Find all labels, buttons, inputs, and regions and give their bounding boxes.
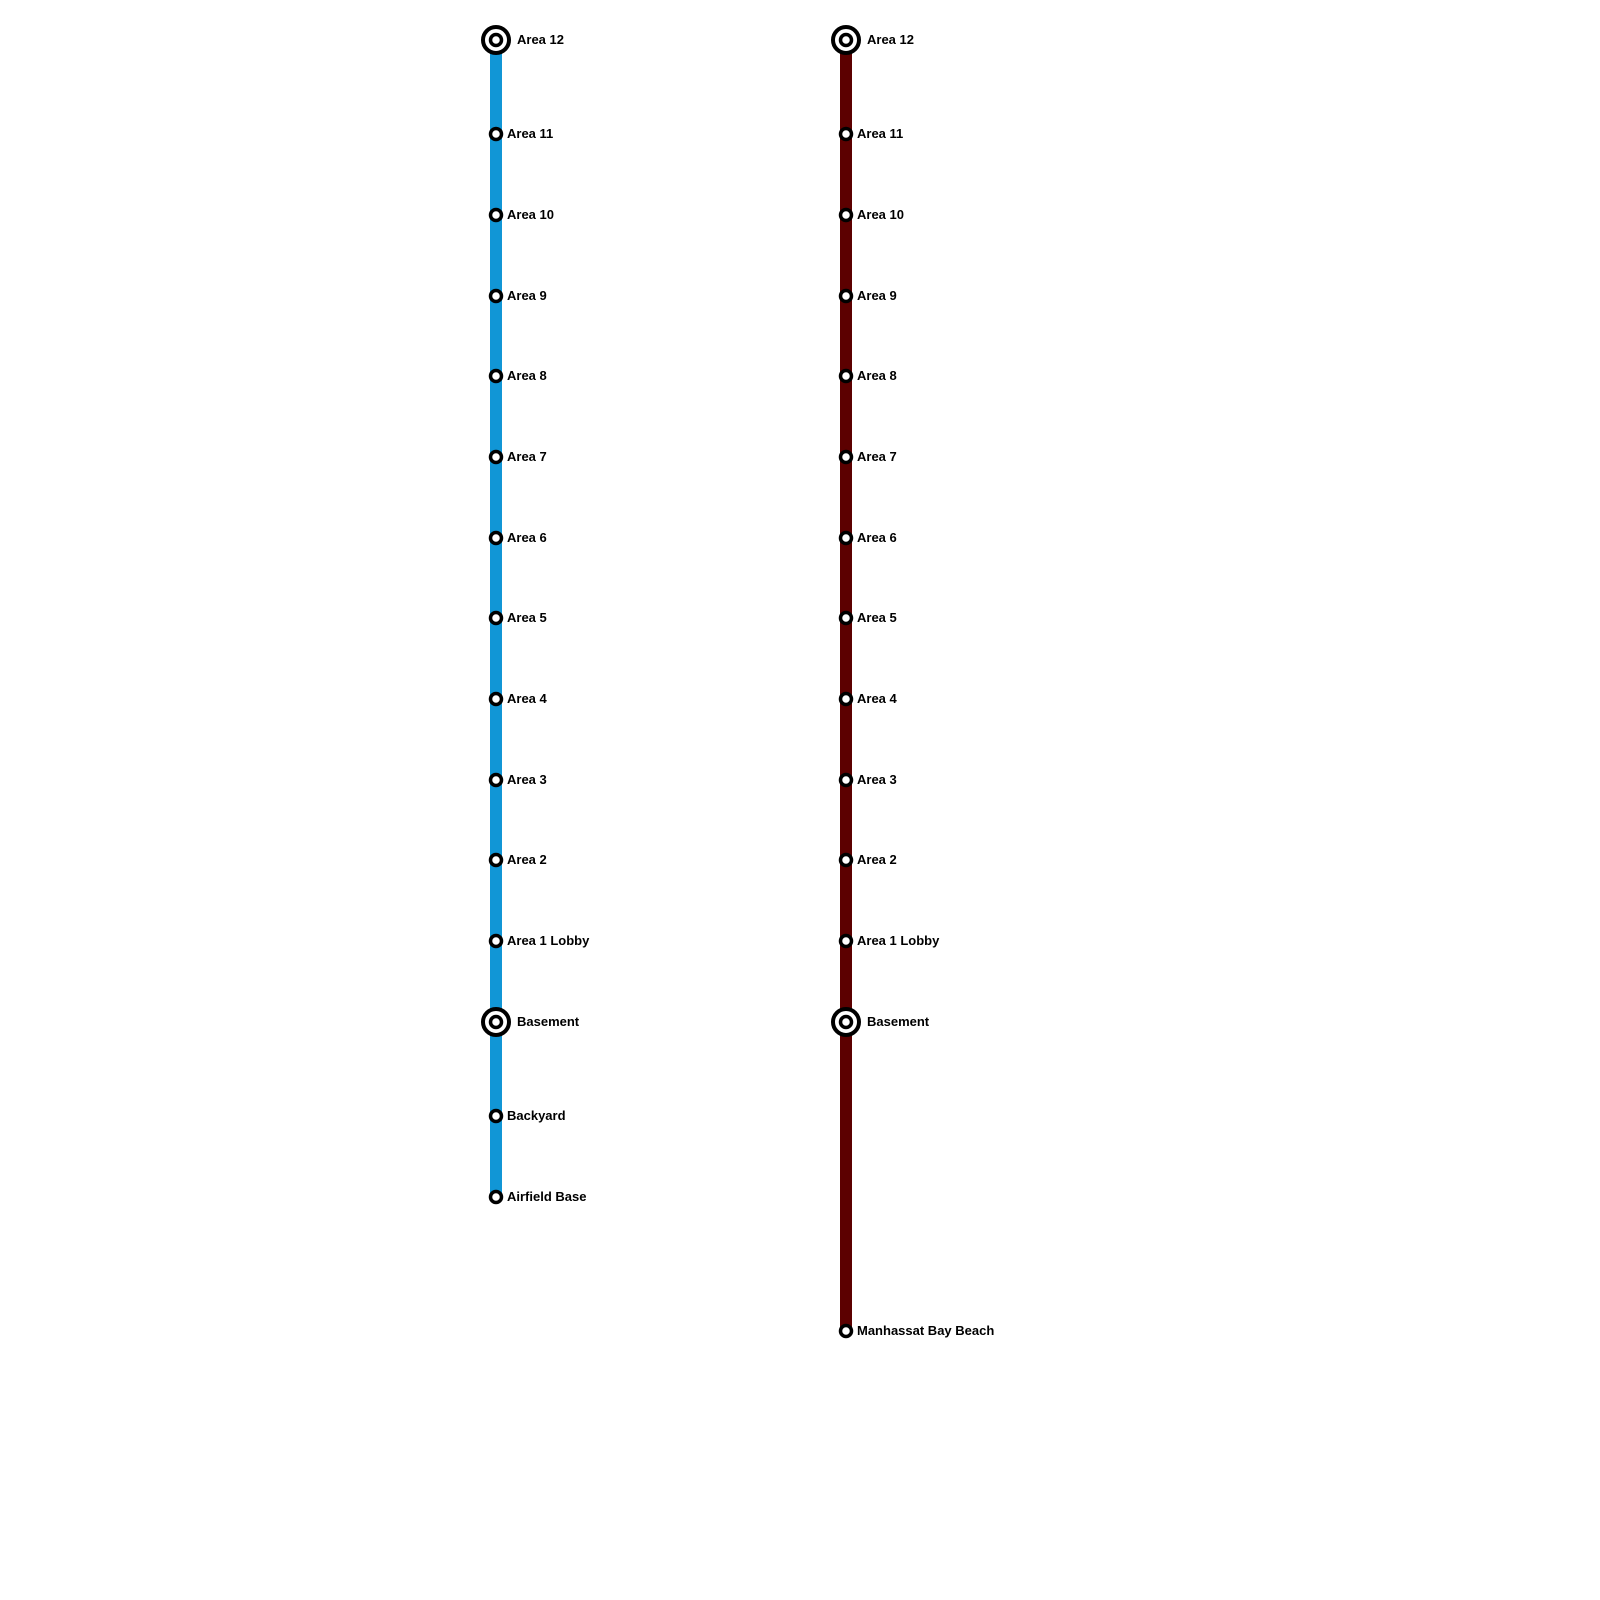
station-marker xyxy=(838,852,854,868)
station[interactable]: Area 4 xyxy=(838,691,898,707)
station-label: Area 5 xyxy=(507,610,547,625)
station-label: Basement xyxy=(517,1014,580,1029)
station-label: Area 11 xyxy=(507,126,553,141)
station-label: Area 7 xyxy=(507,449,547,464)
station[interactable]: Area 11 xyxy=(838,126,904,142)
station-label: Area 9 xyxy=(857,288,897,303)
station-marker xyxy=(838,288,854,304)
station-label: Area 4 xyxy=(507,691,548,706)
station-marker xyxy=(488,530,504,546)
station[interactable]: Area 11 xyxy=(488,126,554,142)
station-marker xyxy=(488,610,504,626)
station-label: Area 6 xyxy=(857,530,897,545)
station-marker xyxy=(488,368,504,384)
station-label: Area 4 xyxy=(857,691,898,706)
station-label: Basement xyxy=(867,1014,930,1029)
station-label: Area 10 xyxy=(857,207,904,222)
station-marker xyxy=(488,288,504,304)
station-marker xyxy=(488,207,504,223)
station[interactable]: Area 10 xyxy=(838,207,904,223)
station-marker xyxy=(838,207,854,223)
station-marker xyxy=(488,852,504,868)
station-marker xyxy=(838,449,854,465)
interchange-station[interactable]: Basement xyxy=(481,1007,580,1037)
station[interactable]: Area 2 xyxy=(488,852,547,868)
station[interactable]: Area 1 Lobby xyxy=(838,933,941,949)
station-marker xyxy=(838,691,854,707)
station-label: Area 6 xyxy=(507,530,547,545)
station-label: Area 12 xyxy=(517,32,564,47)
station-label: Area 8 xyxy=(507,368,547,383)
station-marker xyxy=(838,368,854,384)
station-label: Area 5 xyxy=(857,610,897,625)
station-marker xyxy=(838,1323,854,1339)
station-marker xyxy=(838,610,854,626)
interchange-inner-ring xyxy=(488,1014,504,1030)
station-marker xyxy=(488,933,504,949)
station-label: Area 3 xyxy=(857,772,897,787)
interchange-station[interactable]: Area 12 xyxy=(481,25,564,55)
station[interactable]: Area 5 xyxy=(488,610,547,626)
station[interactable]: Area 5 xyxy=(838,610,897,626)
station-marker xyxy=(838,933,854,949)
station[interactable]: Area 3 xyxy=(838,772,897,788)
station-label: Area 8 xyxy=(857,368,897,383)
station[interactable]: Area 7 xyxy=(488,449,547,465)
station[interactable]: Area 8 xyxy=(838,368,897,384)
station[interactable]: Airfield Base xyxy=(488,1189,587,1205)
station[interactable]: Area 10 xyxy=(488,207,554,223)
station-marker xyxy=(488,126,504,142)
interchange-station[interactable]: Area 12 xyxy=(831,25,914,55)
station-label: Area 12 xyxy=(867,32,914,47)
station[interactable]: Area 6 xyxy=(488,530,547,546)
station[interactable]: Area 9 xyxy=(838,288,897,304)
interchange-inner-ring xyxy=(488,32,504,48)
station[interactable]: Area 8 xyxy=(488,368,547,384)
station-marker xyxy=(488,691,504,707)
station[interactable]: Area 1 Lobby xyxy=(488,933,591,949)
interchange-inner-ring xyxy=(838,32,854,48)
station-label: Area 3 xyxy=(507,772,547,787)
station[interactable]: Area 6 xyxy=(838,530,897,546)
station-label: Area 2 xyxy=(857,852,897,867)
station[interactable]: Area 3 xyxy=(488,772,547,788)
station-label: Airfield Base xyxy=(507,1189,586,1204)
station-marker xyxy=(838,530,854,546)
station-label: Area 2 xyxy=(507,852,547,867)
station-label: Area 7 xyxy=(857,449,897,464)
station-label: Backyard xyxy=(507,1108,566,1123)
station-marker xyxy=(488,1189,504,1205)
station[interactable]: Area 4 xyxy=(488,691,548,707)
station-label: Area 10 xyxy=(507,207,554,222)
station[interactable]: Manhassat Bay Beach xyxy=(838,1323,995,1339)
station[interactable]: Area 7 xyxy=(838,449,897,465)
blue-line: Area 12 Area 11 Area 10 Area 9 Area 8 Area 7 A… xyxy=(481,25,591,1205)
station-label: Manhassat Bay Beach xyxy=(857,1323,994,1338)
station[interactable]: Area 9 xyxy=(488,288,547,304)
station-label: Area 9 xyxy=(507,288,547,303)
interchange-inner-ring xyxy=(838,1014,854,1030)
station[interactable]: Backyard xyxy=(488,1108,566,1124)
maroon-line: Area 12 Area 11 Area 10 Area 9 Area 8 Area 7 A… xyxy=(831,25,995,1339)
station-label: Area 11 xyxy=(857,126,903,141)
station-marker xyxy=(838,126,854,142)
station-label: Area 1 Lobby xyxy=(857,933,940,948)
station-marker xyxy=(488,1108,504,1124)
interchange-station[interactable]: Basement xyxy=(831,1007,930,1037)
station-label: Area 1 Lobby xyxy=(507,933,590,948)
station-marker xyxy=(488,449,504,465)
station-marker xyxy=(488,772,504,788)
station[interactable]: Area 2 xyxy=(838,852,897,868)
station-marker xyxy=(838,772,854,788)
